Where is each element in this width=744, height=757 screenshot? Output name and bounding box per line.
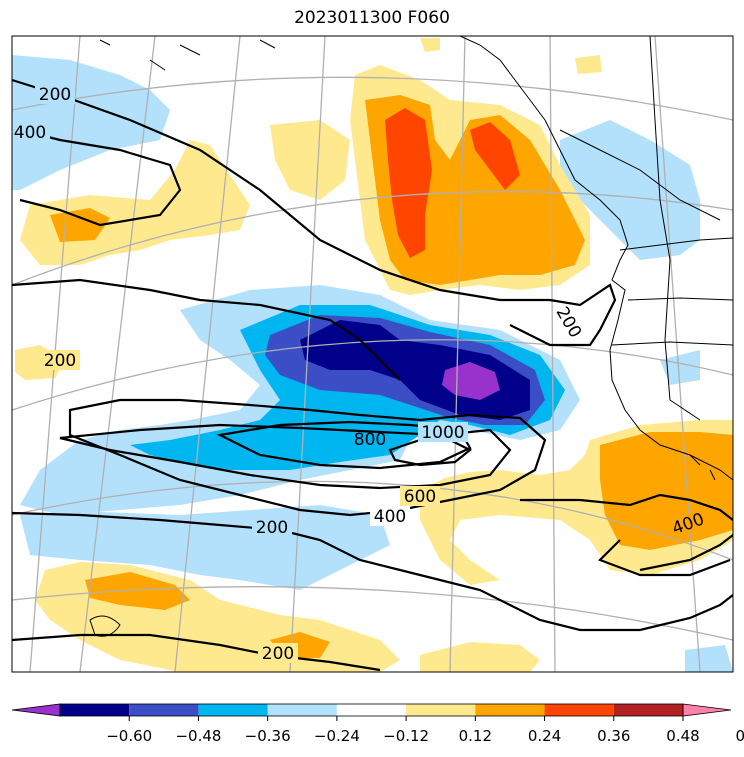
colorbar-arrow-low xyxy=(11,703,61,717)
graticule xyxy=(12,36,733,672)
fill-lightyellow-region xyxy=(420,38,440,52)
contour-label: 800 xyxy=(354,430,386,450)
contour-400-middle xyxy=(68,398,547,517)
fill-orangered-region xyxy=(470,122,520,190)
contour-400-east xyxy=(598,539,731,577)
colorbar-segment xyxy=(198,704,268,716)
contour-200-west xyxy=(12,278,401,381)
fill-orange-region xyxy=(85,572,190,610)
contour-lines xyxy=(12,78,733,672)
colorbar-segment xyxy=(475,704,545,716)
contour-600 xyxy=(59,423,512,490)
fill-orangered-region xyxy=(385,108,432,258)
contour-400-southeast xyxy=(520,493,733,572)
colorbar-tick-label: −0.12 xyxy=(383,727,429,745)
contour-label: 400 xyxy=(374,507,406,527)
contour-label: 400 xyxy=(14,123,46,143)
contour-label: 200 xyxy=(44,351,76,371)
colorbar-arrow-high xyxy=(682,703,732,717)
fill-lightyellow-region xyxy=(270,120,350,200)
colorbar-segment xyxy=(406,704,476,716)
colorbar-segment xyxy=(267,704,337,716)
colorbar-tick-label: 0.12 xyxy=(459,727,492,745)
colorbar-segments xyxy=(11,703,732,717)
contour-800 xyxy=(216,420,472,470)
colorbar-tick-label: −0.36 xyxy=(245,727,291,745)
coastlines xyxy=(89,36,733,637)
colorbar-tick-label: 0.48 xyxy=(666,727,699,745)
contour-400-northwest xyxy=(12,126,182,227)
colorbar-segment xyxy=(60,704,130,716)
contour-label: 200 xyxy=(256,518,288,538)
contour-200-north xyxy=(12,78,617,347)
colorbar-tick-label: 0.24 xyxy=(528,727,561,745)
contour-label: 1000 xyxy=(421,423,464,443)
colorbar-tick-label: −0.60 xyxy=(106,727,152,745)
contour-label: 200 xyxy=(39,85,71,105)
contour-label: 600 xyxy=(404,487,436,507)
colorbar-tick-label: 0.36 xyxy=(597,727,630,745)
colorbar-tick-label: −0.48 xyxy=(175,727,221,745)
colorbar-tick-label: 0.60 xyxy=(736,727,744,745)
colorbar-segment xyxy=(336,704,407,716)
colorbar-segment xyxy=(544,704,614,716)
fill-lightblue-region xyxy=(560,120,700,260)
map-frame xyxy=(11,35,734,673)
contour-label-group: 200 400 200 200 800 1000 600 400 200 200… xyxy=(12,84,710,664)
colorbar-tick-label: −0.24 xyxy=(314,727,360,745)
contour-200-bottom xyxy=(12,633,381,672)
fill-lightblue-region xyxy=(685,645,733,672)
colorbar-segment xyxy=(613,704,683,716)
colorbar-segment xyxy=(129,704,199,716)
colorbar-ticks: −0.60 −0.48 −0.36 −0.24 −0.12 0.12 0.24 0.36 0.4… xyxy=(106,716,744,745)
contour-200-south xyxy=(12,511,733,632)
contour-label: 200 xyxy=(262,644,294,664)
map-title: 2023011300 F060 xyxy=(294,8,450,28)
colorbar-outline xyxy=(59,703,684,717)
fill-lightyellow-region xyxy=(575,55,602,74)
fill-lightblue-region xyxy=(660,350,700,385)
